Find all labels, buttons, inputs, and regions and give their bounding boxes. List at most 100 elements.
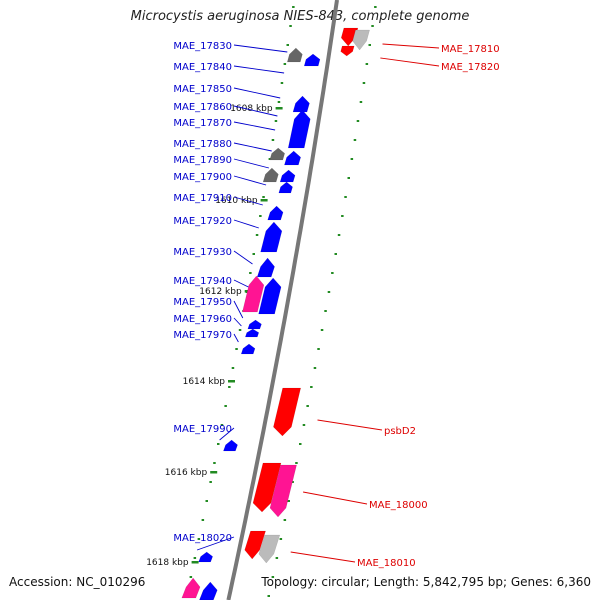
inner-track-dot: [231, 367, 235, 369]
leader-line: [233, 87, 281, 99]
scale-tick: [210, 471, 218, 474]
inner-track-dot: [292, 6, 295, 8]
gene-minus: [278, 181, 293, 194]
scale-ticks: 1608 kbp 1610 kbp 1612 kbp 1614 kbp 1616 kbp…: [146, 104, 283, 568]
gene-minus: [240, 343, 256, 355]
gene-minus: [303, 53, 321, 67]
gene-label: MAE_18020: [173, 533, 232, 544]
inner-track-dot: [201, 519, 205, 521]
outer-track-dot: [359, 101, 363, 103]
gene-label: MAE_17940: [173, 276, 232, 287]
scale-tick-label: 1608 kbp: [230, 104, 273, 114]
outer-track-dot: [271, 576, 275, 578]
gene-minus: [279, 169, 296, 183]
leader-line: [233, 142, 272, 152]
outer-track-dot: [313, 367, 317, 369]
leader-line: [303, 491, 368, 505]
outer-track-dot: [371, 25, 374, 27]
leader-line: [233, 250, 253, 265]
gene-label: MAE_17820: [441, 62, 500, 73]
gene-label: MAE_17890: [173, 155, 232, 166]
gene-label: MAE_18000: [369, 500, 428, 511]
gene-label: MAE_17910: [173, 193, 232, 204]
outer-track-dot: [317, 348, 320, 350]
outer-track-dot: [302, 424, 306, 426]
gene-pink: [242, 275, 265, 313]
gene-minus: [198, 551, 214, 563]
outer-track-dot: [337, 234, 341, 236]
gene-minus: [258, 277, 282, 315]
gene-minus: [244, 328, 260, 338]
outer-track-dot: [291, 481, 294, 483]
inner-track-dot: [289, 25, 292, 27]
scale-tick: [260, 199, 268, 202]
gene-label: psbD2: [384, 426, 416, 437]
inner-track-dot: [280, 82, 284, 84]
gene-label: MAE_17840: [173, 62, 232, 73]
gene-gray: [286, 47, 303, 63]
inner-track-dot: [228, 386, 231, 388]
scale-tick: [191, 561, 199, 564]
scale-tick-label: 1610 kbp: [215, 196, 258, 206]
outer-track-dot: [279, 538, 283, 540]
outer-track-dot: [374, 6, 377, 8]
inner-track-dot: [283, 63, 287, 65]
gene-label: MAE_18010: [357, 558, 416, 569]
outer-track-dot: [275, 557, 279, 559]
gene-plus: [252, 462, 282, 513]
leader-line: [382, 43, 440, 49]
gene-label: MAE_17960: [173, 314, 232, 325]
accession-text: Accession: NC_010296: [9, 575, 146, 589]
outer-track-dot: [350, 158, 354, 160]
outer-track-dot: [344, 196, 347, 198]
gene-label: MAE_17880: [173, 139, 232, 150]
inner-track-dot: [224, 405, 227, 407]
leader-line: [233, 121, 276, 131]
inner-track-dot: [277, 101, 281, 103]
gene-minus: [256, 257, 275, 278]
gene-gray: [269, 147, 285, 161]
scale-tick: [228, 380, 235, 383]
gene-label: MAE_17950: [173, 297, 232, 308]
outer-track-dot: [310, 386, 313, 388]
inner-track-dot: [205, 500, 208, 502]
backbone: [226, 0, 339, 600]
inner-track-dot: [235, 348, 238, 350]
leader-line: [233, 65, 285, 74]
leader-line: [219, 427, 235, 441]
inner-track-dot: [271, 139, 275, 141]
scale-tick-label: 1612 kbp: [199, 287, 242, 297]
topology-text: Topology: circular; Length: 5,842,795 bp…: [261, 575, 591, 589]
gene-pink: [181, 577, 201, 599]
gene-minus: [287, 109, 311, 149]
gene-minus: [267, 205, 284, 221]
leader-line: [196, 536, 235, 551]
inner-track-dot: [255, 234, 259, 236]
gene-labels: MAE_17830 MAE_17840 MAE_17850 MAE_17860 MAE_…: [173, 41, 499, 569]
outer-track-dot: [283, 519, 287, 521]
gene-label: MAE_17920: [173, 216, 232, 227]
gene-minus: [223, 439, 238, 452]
gene-minus: [292, 95, 310, 113]
scale-tick: [275, 107, 283, 110]
scale-tick-label: 1616 kbp: [165, 468, 208, 478]
inner-track-dot: [238, 329, 242, 331]
gene-minus: [284, 150, 301, 166]
gene-plus: [273, 387, 302, 437]
scale-tick-label: 1614 kbp: [183, 377, 226, 387]
outer-track-dot: [356, 120, 360, 122]
outer-track-dot: [347, 177, 350, 179]
gene-label: MAE_17900: [173, 172, 232, 183]
gene-plus: [244, 530, 266, 560]
backbone-line: [226, 0, 339, 600]
outer-track-dot: [353, 139, 357, 141]
inner-track-dot: [286, 44, 289, 46]
gene-label: MAE_17970: [173, 330, 232, 341]
outer-track-dot: [324, 310, 327, 312]
inner-track-dot: [262, 196, 265, 198]
gene-pink: [269, 464, 297, 518]
leader-line: [233, 158, 270, 169]
scale-tick-label: 1618 kbp: [146, 558, 189, 568]
outer-track-dot: [362, 82, 366, 84]
dotted-tracks: [185, 6, 377, 597]
